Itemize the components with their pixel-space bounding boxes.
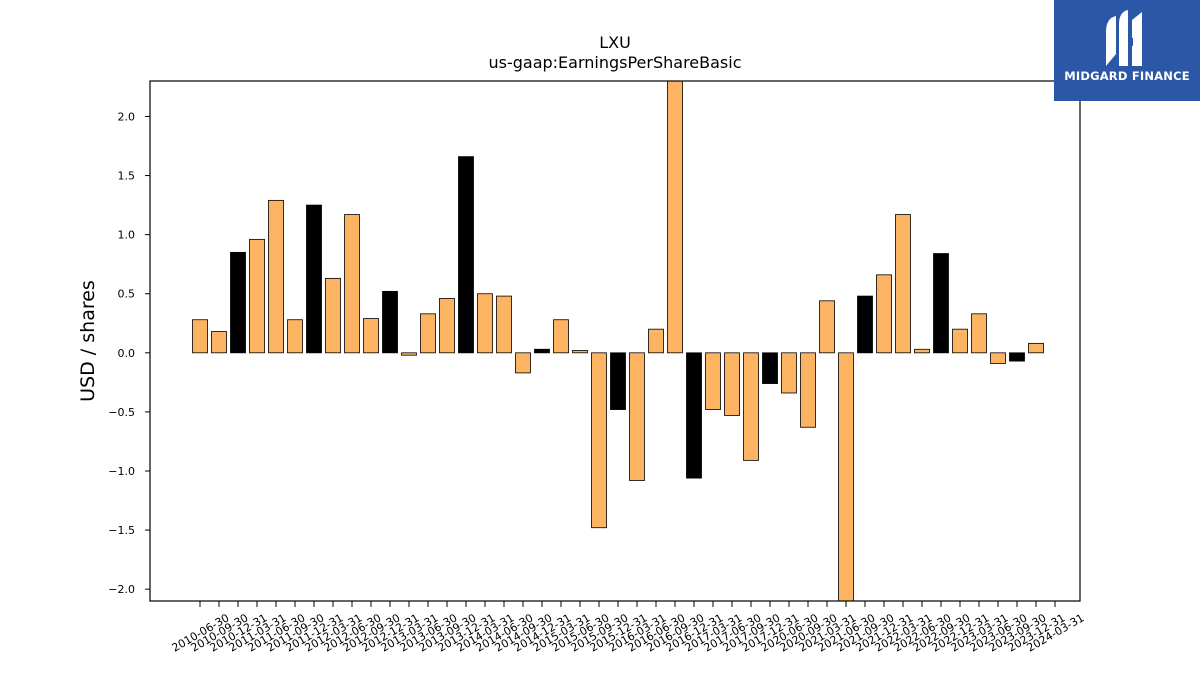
bar-2010-12-31	[230, 251, 246, 354]
y-tick-label: 1.0	[118, 229, 136, 242]
bar-2022-06-30	[914, 348, 930, 354]
bar-2016-06-30	[648, 328, 664, 354]
bar-2020-09-30	[800, 352, 816, 428]
bar-2013-12-31	[458, 156, 474, 354]
bar-2014-03-31	[477, 293, 493, 354]
bar-2021-09-30	[857, 295, 873, 354]
bar-2017-03-31	[705, 352, 721, 410]
bar-2011-03-31	[249, 238, 265, 354]
bar-2010-06-30	[192, 319, 208, 354]
bar-2015-09-30	[591, 352, 607, 529]
bar-2011-06-30	[268, 199, 284, 354]
bar-2016-03-31	[629, 352, 645, 481]
bar-2011-09-30	[287, 319, 303, 354]
plot-frame	[149, 80, 1081, 602]
bar-2015-03-31	[553, 319, 569, 354]
chart-title: LXU	[599, 33, 631, 52]
bar-2022-03-31	[895, 214, 911, 354]
y-tick-label: −1.0	[108, 465, 135, 478]
y-tick-label: −2.0	[108, 583, 135, 596]
x-ticks-group: 2010-06-302010-09-302010-12-312011-03-31…	[170, 601, 1087, 655]
bar-2014-09-30	[515, 352, 531, 374]
bar-2014-06-30	[496, 295, 512, 354]
y-tick-label: 0.0	[118, 347, 136, 360]
bar-2023-03-31	[971, 313, 987, 354]
bar-2023-09-30	[1009, 352, 1025, 362]
bar-2013-03-31	[401, 352, 417, 356]
bar-2015-06-30	[572, 350, 588, 354]
bar-2022-09-30	[933, 253, 949, 354]
midgard-finance-logo: MIDGARD FINANCE	[1054, 0, 1200, 101]
y-tick-label: 0.5	[118, 288, 136, 301]
y-tick-label: −0.5	[108, 406, 135, 419]
bar-2015-12-31	[610, 352, 626, 410]
bar-2021-03-31	[819, 300, 835, 354]
bar-2012-06-30	[344, 214, 360, 354]
bar-2016-12-31	[686, 352, 702, 479]
bar-2017-09-30	[743, 352, 759, 461]
bars-group	[192, 80, 1044, 602]
bar-2012-09-30	[363, 318, 379, 354]
y-ticks-group: −2.0 −1.5 −1.0 −0.5 0.0 0.5 1.0 1.5 2.0	[108, 110, 150, 596]
bar-2013-06-30	[420, 313, 436, 354]
bar-2017-06-30	[724, 352, 740, 416]
bar-2012-12-31	[382, 290, 398, 354]
bar-2011-12-31	[306, 204, 322, 354]
y-tick-label: −1.5	[108, 524, 135, 537]
logo-text: MIDGARD FINANCE	[1064, 69, 1190, 83]
bar-2012-03-31	[325, 277, 341, 354]
y-axis-label: USD / shares	[77, 280, 99, 402]
y-tick-label: 2.0	[118, 110, 136, 123]
bar-2014-12-31	[534, 348, 550, 354]
bar-2017-12-31	[762, 352, 778, 384]
bar-2021-06-30	[838, 352, 854, 602]
bar-2010-09-30	[211, 331, 227, 354]
bar-2020-06-30	[781, 352, 797, 394]
bar-2016-09-30	[667, 80, 683, 354]
chart-subtitle: us-gaap:EarningsPerShareBasic	[488, 53, 741, 72]
bar-2022-12-31	[952, 328, 968, 354]
bar-2021-12-31	[876, 274, 892, 354]
bar-2023-12-31	[1028, 342, 1044, 354]
logo-mark-icon	[1106, 10, 1142, 66]
y-tick-label: 1.5	[118, 170, 136, 183]
bar-2013-09-30	[439, 298, 455, 354]
bar-2023-06-30	[990, 352, 1006, 364]
